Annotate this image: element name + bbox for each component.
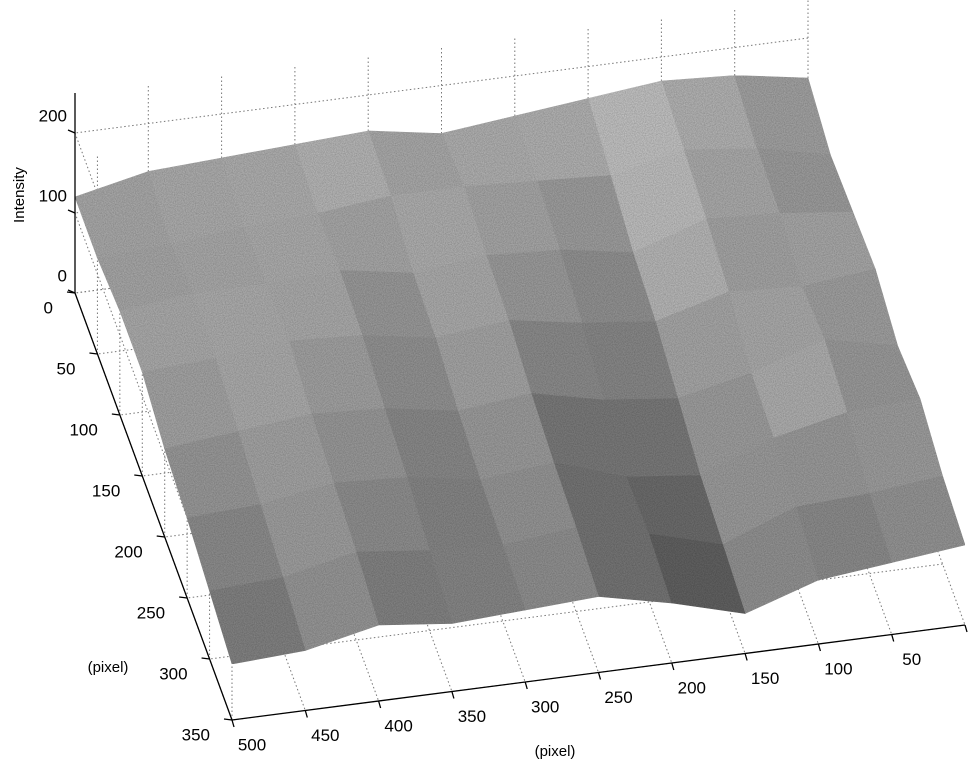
y-tick-label: 100 <box>69 420 97 439</box>
y-tick-label: 350 <box>182 725 210 744</box>
x-axis-label: (pixel) <box>535 743 576 760</box>
y-axis-label: (pixel) <box>88 659 129 676</box>
y-tick <box>112 414 120 415</box>
x-tick-label: 50 <box>902 650 921 669</box>
z-tick <box>68 130 75 133</box>
x-tick <box>452 692 454 699</box>
x-tick <box>599 673 601 680</box>
x-tick-label: 450 <box>311 726 339 745</box>
x-tick-label: 400 <box>384 716 412 735</box>
z-tick-label: 200 <box>39 106 67 125</box>
chart: 0 50 100 150 200 250 300 350 400 450 500 0 50 100 150 2… <box>0 0 979 773</box>
x-tick <box>892 635 894 642</box>
x-tick-label: 100 <box>824 659 852 678</box>
y-tick-label: 0 <box>44 298 53 317</box>
x-tick <box>232 720 234 727</box>
x-tick <box>965 625 967 632</box>
y-tick <box>202 658 210 659</box>
x-tick <box>305 711 307 718</box>
x-tick-label: 150 <box>751 669 779 688</box>
y-tick <box>134 475 142 476</box>
z-tick-label: 0 <box>58 266 67 285</box>
x-tick-label: 250 <box>604 688 632 707</box>
x-tick-label: 300 <box>531 697 559 716</box>
x-tick-label: 500 <box>238 735 266 754</box>
x-tick <box>379 701 381 708</box>
y-tick <box>89 353 97 354</box>
x-tick <box>818 644 820 651</box>
y-tick-label: 300 <box>159 664 187 683</box>
x-tick-label: 200 <box>678 678 706 697</box>
z-axis-label: Intensity <box>11 167 28 223</box>
y-tick <box>179 597 187 598</box>
y-tick-label: 150 <box>92 481 120 500</box>
x-tick <box>525 682 527 689</box>
y-tick-label: 50 <box>57 359 76 378</box>
y-tick-label: 200 <box>114 542 142 561</box>
x-tick-label: 350 <box>458 707 486 726</box>
y-tick-label: 250 <box>137 603 165 622</box>
z-tick <box>68 210 75 213</box>
y-tick <box>157 536 165 537</box>
y-tick <box>224 719 232 720</box>
z-tick-label: 100 <box>39 186 67 205</box>
x-tick <box>672 663 674 670</box>
x-tick <box>745 654 747 661</box>
